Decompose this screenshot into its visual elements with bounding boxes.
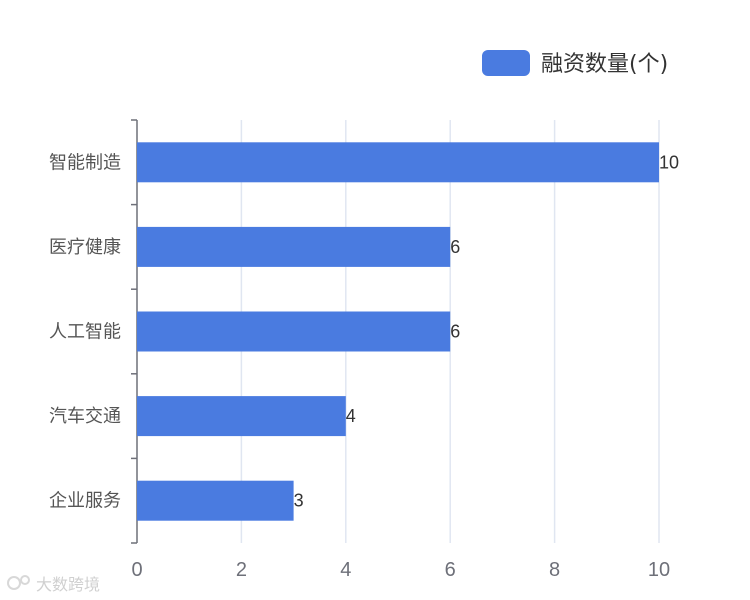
category-label: 医疗健康	[49, 237, 121, 258]
category-label: 智能制造	[49, 152, 121, 173]
bars	[137, 142, 659, 521]
data-label: 10	[659, 152, 679, 172]
y-axis	[131, 119, 138, 544]
category-labels: 企业服务 汽车交通 人工智能 医疗健康 智能制造	[49, 152, 121, 511]
category-label: 汽车交通	[49, 406, 121, 427]
data-label: 3	[294, 491, 304, 511]
watermark-text: 大数跨境	[36, 575, 100, 594]
data-label: 4	[346, 406, 356, 426]
x-tick-label: 4	[340, 559, 351, 581]
x-tick-label: 10	[648, 559, 670, 581]
x-tick-labels: 0 2 4 6 8 10	[131, 559, 670, 581]
data-label: 6	[450, 237, 460, 257]
data-labels: 3 4 6 6 10	[294, 152, 679, 510]
legend[interactable]: 融资数量(个)	[482, 50, 668, 77]
watermark: 大数跨境	[7, 575, 100, 594]
bar[interactable]	[137, 480, 294, 521]
x-tick-label: 8	[549, 559, 560, 581]
bar[interactable]	[137, 311, 451, 352]
legend-swatch	[482, 50, 530, 76]
x-tick-label: 6	[445, 559, 456, 581]
x-tick-label: 2	[236, 559, 247, 581]
bar[interactable]	[137, 396, 346, 437]
bar[interactable]	[137, 142, 659, 183]
watermark-logo-icon	[7, 575, 30, 590]
bar[interactable]	[137, 226, 451, 267]
x-tick-label: 0	[131, 559, 142, 581]
legend-label: 融资数量(个)	[541, 52, 668, 77]
category-label: 人工智能	[49, 322, 121, 343]
data-label: 6	[450, 322, 460, 342]
category-label: 企业服务	[49, 491, 121, 512]
